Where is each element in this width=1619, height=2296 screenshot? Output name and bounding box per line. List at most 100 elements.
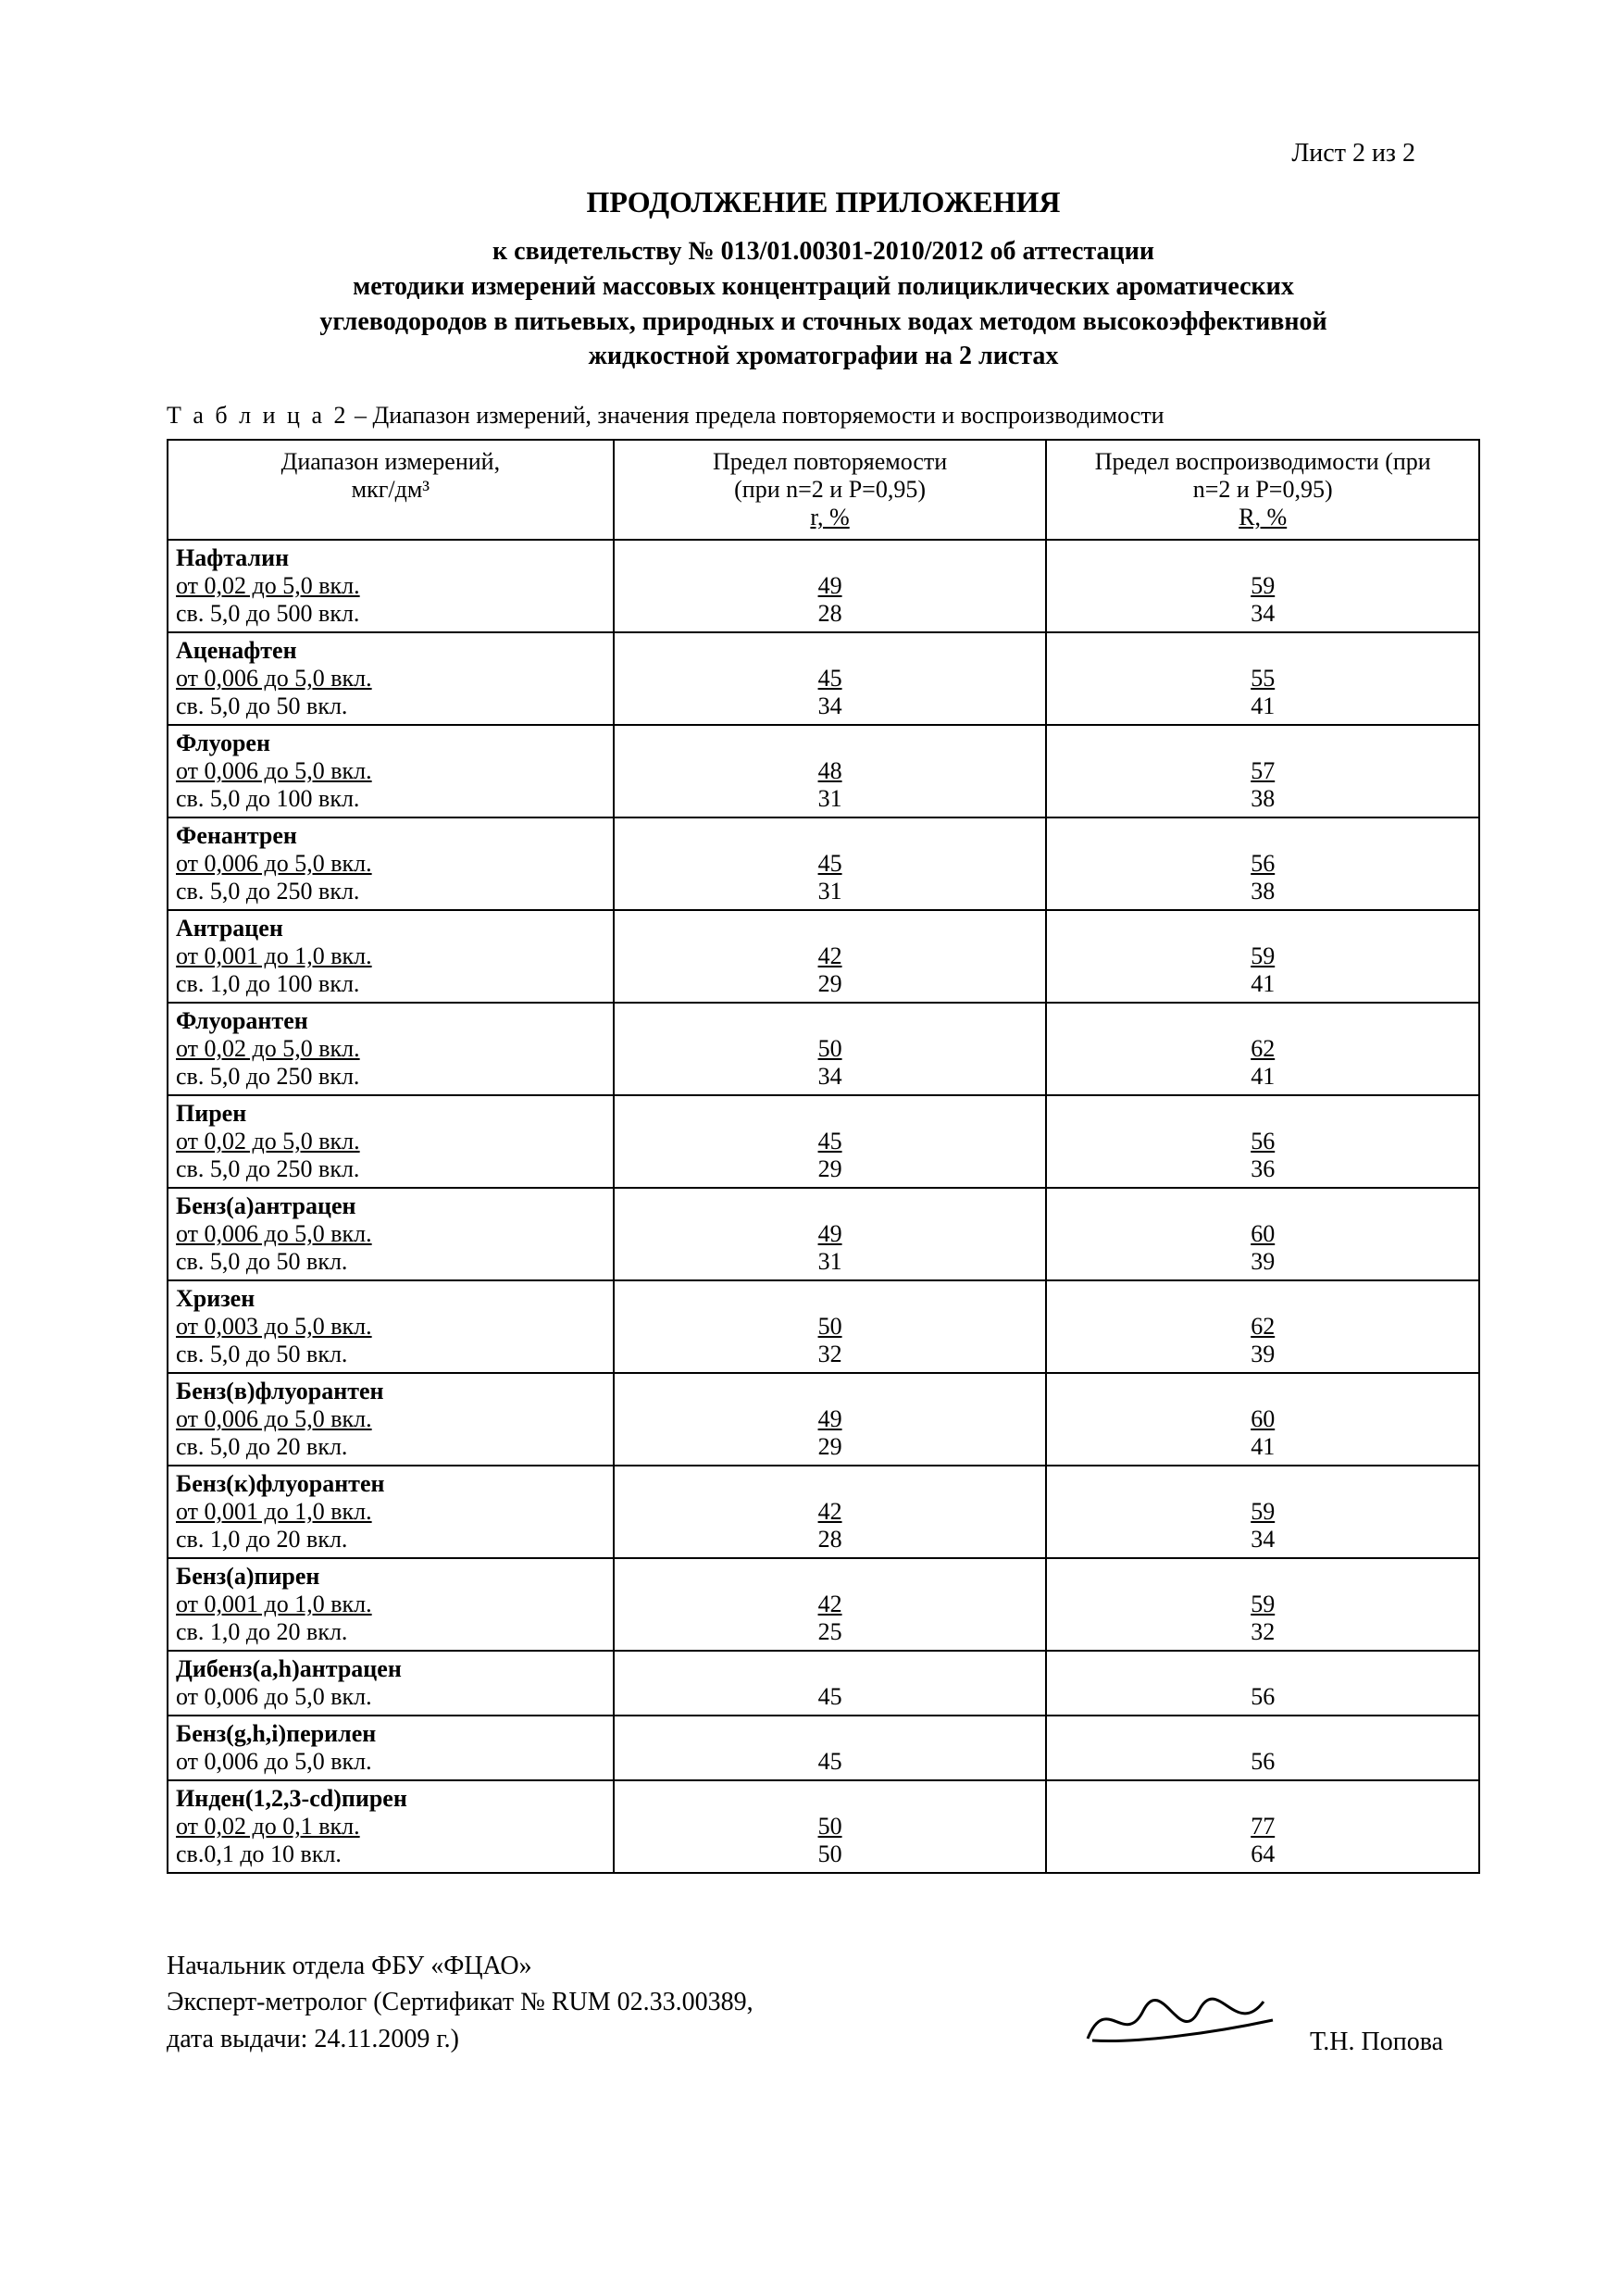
cell-r: 4534 bbox=[614, 632, 1047, 725]
signatory-text: Начальник отдела ФБУ «ФЦАО» Эксперт-метр… bbox=[167, 1948, 1051, 2057]
subtitle-line-1: к свидетельству № 013/01.00301-2010/2012… bbox=[167, 234, 1480, 269]
compound-name: Бенз(к)флуорантен bbox=[176, 1470, 605, 1498]
value: 42 bbox=[622, 1591, 1039, 1618]
value: 49 bbox=[622, 1220, 1039, 1248]
cell-r: 4225 bbox=[614, 1558, 1047, 1651]
range-label: от 0,006 до 5,0 вкл. bbox=[176, 1405, 605, 1433]
range-label: св. 5,0 до 250 вкл. bbox=[176, 1063, 605, 1091]
table-row: Флуорантенот 0,02 до 5,0 вкл.св. 5,0 до … bbox=[168, 1003, 1479, 1095]
table-row: Аценафтенот 0,006 до 5,0 вкл.св. 5,0 до … bbox=[168, 632, 1479, 725]
subtitle-line-2: методики измерений массовых концентраций… bbox=[167, 269, 1480, 305]
cell-r: 5034 bbox=[614, 1003, 1047, 1095]
range-label: от 0,02 до 5,0 вкл. bbox=[176, 1128, 605, 1155]
cell-bigr: 5541 bbox=[1046, 632, 1479, 725]
range-label: от 0,006 до 5,0 вкл. bbox=[176, 1748, 605, 1776]
table-row: Пиренот 0,02 до 5,0 вкл.св. 5,0 до 250 в… bbox=[168, 1095, 1479, 1188]
range-label: от 0,001 до 1,0 вкл. bbox=[176, 1498, 605, 1526]
range-label: св. 1,0 до 100 вкл. bbox=[176, 970, 605, 998]
value: 28 bbox=[622, 600, 1039, 628]
value: 45 bbox=[622, 1683, 1039, 1711]
cell-r: 5050 bbox=[614, 1780, 1047, 1873]
cell-range: Бенз(a)пиренот 0,001 до 1,0 вкл.св. 1,0 … bbox=[168, 1558, 614, 1651]
cell-range: Дибенз(a,h)антраценот 0,006 до 5,0 вкл. bbox=[168, 1651, 614, 1716]
compound-name: Антрацен bbox=[176, 915, 605, 942]
cell-bigr: 56 bbox=[1046, 1716, 1479, 1780]
table-row: Хризенот 0,003 до 5,0 вкл.св. 5,0 до 50 … bbox=[168, 1280, 1479, 1373]
subtitle-line-3: углеводородов в питьевых, природных и ст… bbox=[167, 305, 1480, 340]
cell-r: 5032 bbox=[614, 1280, 1047, 1373]
col-R-l1: Предел воспроизводимости (при bbox=[1095, 448, 1431, 475]
cell-r: 4831 bbox=[614, 725, 1047, 817]
value: 55 bbox=[1054, 665, 1471, 693]
cell-range: Антраценот 0,001 до 1,0 вкл.св. 1,0 до 1… bbox=[168, 910, 614, 1003]
value: 34 bbox=[1054, 600, 1471, 628]
table-caption: Т а б л и ц а 2 – Диапазон измерений, зн… bbox=[167, 402, 1480, 430]
caption-prefix: Т а б л и ц а 2 bbox=[167, 402, 349, 429]
cell-bigr: 5738 bbox=[1046, 725, 1479, 817]
table-row: Бенз(a)пиренот 0,001 до 1,0 вкл.св. 1,0 … bbox=[168, 1558, 1479, 1651]
value: 50 bbox=[622, 1841, 1039, 1868]
value: 60 bbox=[1054, 1405, 1471, 1433]
cell-range: Флуорантенот 0,02 до 5,0 вкл.св. 5,0 до … bbox=[168, 1003, 614, 1095]
value: 41 bbox=[1054, 693, 1471, 720]
value: 56 bbox=[1054, 1683, 1471, 1711]
range-label: св. 5,0 до 500 вкл. bbox=[176, 600, 605, 628]
table-row: Флуоренот 0,006 до 5,0 вкл.св. 5,0 до 10… bbox=[168, 725, 1479, 817]
value: 45 bbox=[622, 1748, 1039, 1776]
table-head: Диапазон измерений, мкг/дм³ Предел повто… bbox=[168, 440, 1479, 540]
value: 45 bbox=[622, 665, 1039, 693]
cell-range: Бенз(a)антраценот 0,006 до 5,0 вкл.св. 5… bbox=[168, 1188, 614, 1280]
value: 25 bbox=[622, 1618, 1039, 1646]
cell-r: 4529 bbox=[614, 1095, 1047, 1188]
cell-bigr: 5932 bbox=[1046, 1558, 1479, 1651]
value: 32 bbox=[622, 1341, 1039, 1368]
compound-name: Флуорантен bbox=[176, 1007, 605, 1035]
value: 48 bbox=[622, 757, 1039, 785]
compound-name: Бенз(в)флуорантен bbox=[176, 1378, 605, 1405]
signatory-line-3: дата выдачи: 24.11.2009 г.) bbox=[167, 2021, 1051, 2057]
subtitle-line-4: жидкостной хроматографии на 2 листах bbox=[167, 339, 1480, 374]
value: 31 bbox=[622, 1248, 1039, 1276]
value: 56 bbox=[1054, 1748, 1471, 1776]
table-row: Бенз(к)флуорантенот 0,001 до 1,0 вкл.св.… bbox=[168, 1466, 1479, 1558]
value: 50 bbox=[622, 1313, 1039, 1341]
cell-range: Нафталинот 0,02 до 5,0 вкл.св. 5,0 до 50… bbox=[168, 540, 614, 632]
col-r-l3: r, % bbox=[810, 504, 849, 530]
range-label: от 0,001 до 1,0 вкл. bbox=[176, 942, 605, 970]
table-row: Антраценот 0,001 до 1,0 вкл.св. 1,0 до 1… bbox=[168, 910, 1479, 1003]
compound-name: Фенантрен bbox=[176, 822, 605, 850]
col-range-l1: Диапазон измерений, bbox=[281, 448, 500, 475]
cell-range: Флуоренот 0,006 до 5,0 вкл.св. 5,0 до 10… bbox=[168, 725, 614, 817]
value: 60 bbox=[1054, 1220, 1471, 1248]
value: 64 bbox=[1054, 1841, 1471, 1868]
cell-bigr: 5941 bbox=[1046, 910, 1479, 1003]
signatory-line-2: Эксперт-метролог (Сертификат № RUM 02.33… bbox=[167, 1984, 1051, 2020]
cell-r: 4531 bbox=[614, 817, 1047, 910]
value: 59 bbox=[1054, 1591, 1471, 1618]
table-row: Инден(1,2,3-cd)пиренот 0,02 до 0,1 вкл.с… bbox=[168, 1780, 1479, 1873]
compound-name: Флуорен bbox=[176, 730, 605, 757]
table-row: Бенз(в)флуорантенот 0,006 до 5,0 вкл.св.… bbox=[168, 1373, 1479, 1466]
cell-bigr: 5934 bbox=[1046, 540, 1479, 632]
value: 41 bbox=[1054, 1063, 1471, 1091]
cell-range: Пиренот 0,02 до 5,0 вкл.св. 5,0 до 250 в… bbox=[168, 1095, 614, 1188]
value: 29 bbox=[622, 1433, 1039, 1461]
col-header-range: Диапазон измерений, мкг/дм³ bbox=[168, 440, 614, 540]
value: 59 bbox=[1054, 1498, 1471, 1526]
cell-range: Аценафтенот 0,006 до 5,0 вкл.св. 5,0 до … bbox=[168, 632, 614, 725]
cell-range: Фенантренот 0,006 до 5,0 вкл.св. 5,0 до … bbox=[168, 817, 614, 910]
value: 34 bbox=[622, 1063, 1039, 1091]
document-title: ПРОДОЛЖЕНИЕ ПРИЛОЖЕНИЯ bbox=[167, 185, 1480, 219]
value: 50 bbox=[622, 1035, 1039, 1063]
value: 49 bbox=[622, 572, 1039, 600]
value: 77 bbox=[1054, 1813, 1471, 1841]
range-label: от 0,02 до 0,1 вкл. bbox=[176, 1813, 605, 1841]
value: 28 bbox=[622, 1526, 1039, 1554]
compound-name: Бенз(a)пирен bbox=[176, 1563, 605, 1591]
value: 62 bbox=[1054, 1313, 1471, 1341]
signature-block: Начальник отдела ФБУ «ФЦАО» Эксперт-метр… bbox=[167, 1948, 1480, 2057]
range-label: от 0,006 до 5,0 вкл. bbox=[176, 665, 605, 693]
value: 38 bbox=[1054, 878, 1471, 905]
col-R-l3: R, % bbox=[1239, 504, 1287, 530]
value: 42 bbox=[622, 942, 1039, 970]
